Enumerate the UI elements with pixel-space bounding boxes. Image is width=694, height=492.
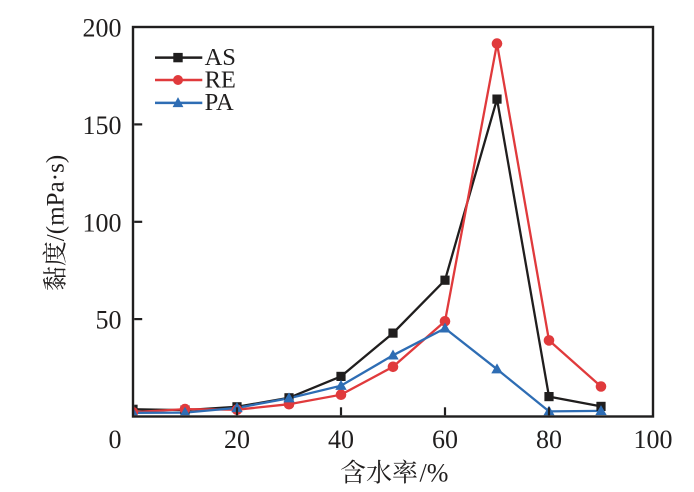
svg-text:/(mPa·s): /(mPa·s) [43,155,70,242]
svg-text:80: 80 [536,425,562,454]
svg-text:0: 0 [109,425,122,454]
svg-text:20: 20 [224,425,250,454]
svg-text:60: 60 [432,425,458,454]
svg-text:AS: AS [205,44,236,71]
svg-text:PA: PA [205,89,234,116]
svg-text:/%: /% [420,459,449,488]
svg-text:100: 100 [634,425,673,454]
svg-text:RE: RE [205,66,236,93]
svg-text:100: 100 [83,208,122,237]
svg-text:150: 150 [83,111,122,140]
svg-text:200: 200 [83,14,122,43]
svg-text:40: 40 [328,425,354,454]
svg-text:50: 50 [96,306,122,335]
